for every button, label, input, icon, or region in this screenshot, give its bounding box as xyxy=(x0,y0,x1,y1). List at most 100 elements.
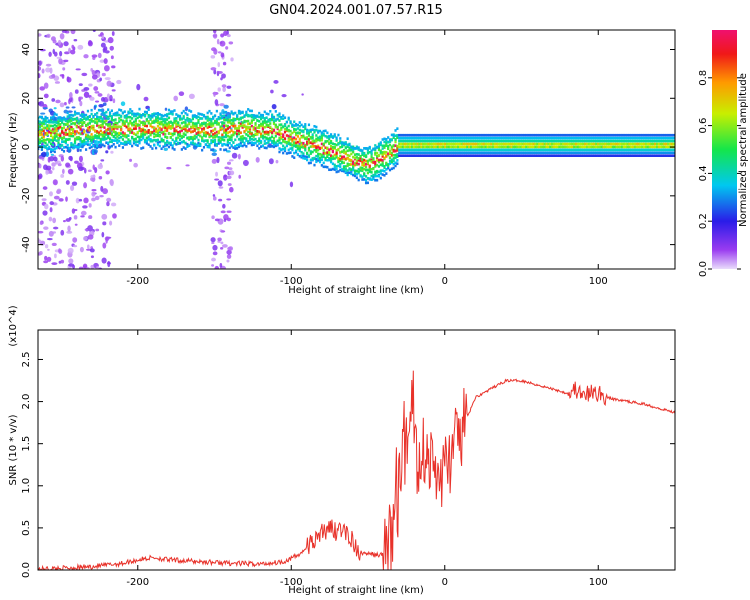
spectrogram-cell xyxy=(482,151,486,155)
spectrogram-cell xyxy=(110,117,113,121)
spectrogram-cell xyxy=(129,130,132,134)
spectrogram-speck xyxy=(38,33,42,37)
spectrogram-cell xyxy=(256,144,259,148)
spectrogram-speck xyxy=(41,151,47,158)
spectrogram-cell xyxy=(153,121,156,124)
spectrogram-cell xyxy=(503,136,506,140)
spectrogram-cell xyxy=(600,139,603,143)
spectrogram-cell xyxy=(464,145,467,149)
spectrogram-cell xyxy=(613,139,616,143)
spectrogram-cell xyxy=(294,149,298,153)
spectrogram-cell xyxy=(118,113,121,117)
spectrogram-cell xyxy=(329,141,333,145)
spectrogram-cell xyxy=(613,133,616,137)
spectrogram-cell xyxy=(339,165,342,169)
spectrogram-cell xyxy=(543,154,546,157)
spectrogram-cell xyxy=(217,136,220,139)
spectrogram-cell xyxy=(451,139,454,143)
spectrogram-cell xyxy=(247,142,250,145)
spectrogram-cell xyxy=(298,121,301,124)
spectrogram-cell xyxy=(239,131,242,134)
spectrogram-speck xyxy=(60,229,65,236)
spectrogram-cell xyxy=(40,133,43,136)
spectrogram-cell xyxy=(514,133,517,137)
spectrogram-cell xyxy=(151,131,154,134)
spectrogram-cell xyxy=(425,154,428,157)
spectrogram-cell xyxy=(484,154,487,157)
spectrogram-cell xyxy=(604,136,607,140)
spectrogram-cell xyxy=(167,131,171,135)
spectrogram-speck xyxy=(237,153,241,160)
spectrogram-cell xyxy=(552,151,556,155)
spectrogram-cell xyxy=(462,142,465,146)
spectrogram-cell xyxy=(558,151,561,155)
spectrogram-cell xyxy=(665,145,668,149)
spectrogram-cell xyxy=(460,142,463,146)
spectrogram-cell xyxy=(156,141,160,145)
spectrogram-cell xyxy=(504,151,508,155)
spectrogram-cell xyxy=(619,136,622,140)
spectrogram-cell xyxy=(254,129,257,133)
spectrogram-speck xyxy=(42,107,48,110)
spectrogram-cell xyxy=(129,115,132,119)
spectrogram-cell xyxy=(657,145,661,149)
spectrogram-cell xyxy=(212,133,215,136)
spectrogram-cell xyxy=(116,111,119,114)
spectrogram-cell xyxy=(188,144,191,148)
spectrogram-cell xyxy=(574,136,578,140)
spectrogram-cell xyxy=(552,136,556,140)
spectrogram-cell xyxy=(250,137,253,141)
spectrogram-cell xyxy=(175,139,178,143)
spectrogram-speck xyxy=(211,264,215,267)
spectrogram-cell xyxy=(228,138,231,142)
spectrogram-cell xyxy=(123,132,126,135)
spectrogram-cell xyxy=(108,145,112,149)
spectrogram-cell xyxy=(201,117,204,120)
spectrogram-cell xyxy=(471,151,474,155)
spectrogram-cell xyxy=(381,153,384,156)
spectrogram-cell xyxy=(499,148,502,152)
spectrogram-cell xyxy=(527,151,530,155)
spectrogram-cell xyxy=(173,142,176,145)
spectrogram-cell xyxy=(484,142,487,146)
spectrogram-cell xyxy=(361,163,364,167)
spectrogram-cell xyxy=(407,148,410,152)
spectrogram-cell xyxy=(145,130,148,134)
spectrogram-cell xyxy=(578,133,581,137)
spectrogram-cell xyxy=(66,146,69,150)
figure-title: GN04.2024.001.07.57.R15 xyxy=(269,3,443,18)
spectrogram-cell xyxy=(622,151,626,155)
spectrogram-cell xyxy=(492,154,495,157)
spectrogram-cell xyxy=(488,136,491,140)
spectrogram-cell xyxy=(506,139,509,143)
spectrogram-cell xyxy=(123,140,126,144)
spectrogram-cell xyxy=(565,151,568,155)
spectrogram-cell xyxy=(394,129,397,132)
spectrogram-cell xyxy=(538,154,541,157)
spectrogram-cell xyxy=(620,154,624,157)
spectrogram-cell xyxy=(366,181,370,185)
spectrogram-cell xyxy=(398,142,401,146)
spectrogram-cell xyxy=(339,159,342,162)
spectrogram-cell xyxy=(62,150,66,153)
spectrogram-cell xyxy=(223,111,226,114)
spectrogram-cell xyxy=(342,169,346,173)
spectrogram-cell xyxy=(241,140,244,144)
spectrogram-cell xyxy=(668,139,672,143)
spectrogram-cell xyxy=(446,148,449,152)
spectrogram-cell xyxy=(637,142,640,146)
spectrogram-cell xyxy=(392,134,395,137)
spectrogram-cell xyxy=(250,132,253,136)
spectrogram-cell xyxy=(269,138,272,142)
spectrogram-cell xyxy=(282,151,285,155)
spectrogram-cell xyxy=(420,136,423,140)
spectrogram-cell xyxy=(259,145,263,148)
spectrogram-cell xyxy=(585,139,589,143)
spectrogram-cell xyxy=(585,151,589,155)
spectrogram-speck xyxy=(220,230,225,233)
spectrogram-cell xyxy=(228,121,231,124)
spectrogram-cell xyxy=(333,166,336,169)
spectrogram-cell xyxy=(611,145,614,149)
spectrogram-speck xyxy=(211,241,215,244)
spectrogram-cell xyxy=(307,161,311,165)
